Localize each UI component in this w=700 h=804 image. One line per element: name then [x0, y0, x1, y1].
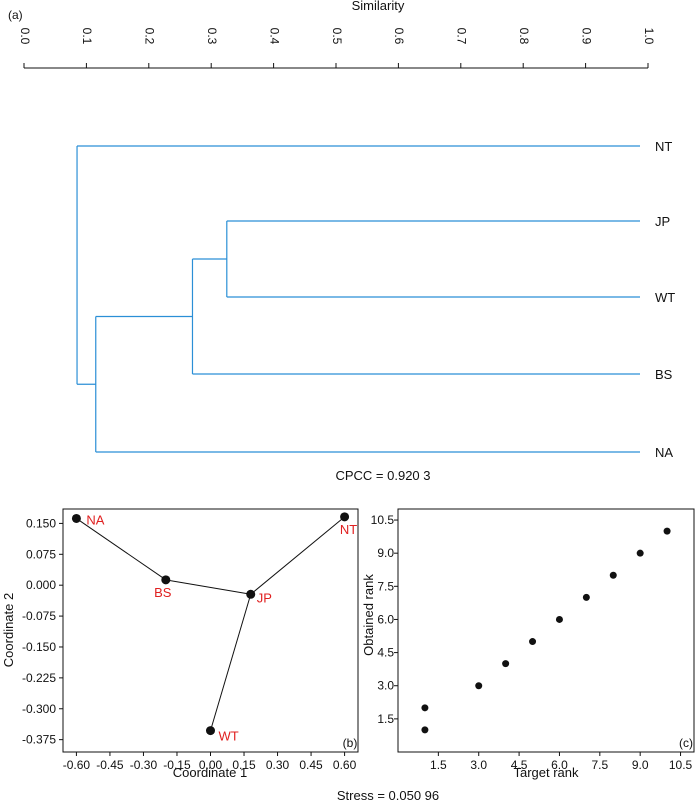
shepard-y-tick-label: 1.5: [377, 712, 394, 726]
similarity-title: Similarity: [352, 0, 405, 13]
similarity-tick-label: 0.7: [455, 28, 469, 45]
similarity-tick-label: 1.0: [642, 28, 656, 45]
mds-x-axis-label: Coordinate 1: [173, 765, 247, 780]
mds-y-tick-label: -0.075: [22, 609, 56, 623]
mds-point-label: NT: [340, 522, 357, 537]
similarity-tick-label: 0.9: [579, 28, 593, 45]
similarity-tick-label: 0.1: [80, 28, 94, 45]
similarity-tick-label: 0.3: [205, 28, 219, 45]
mds-y-axis-label: Coordinate 2: [1, 593, 16, 667]
shepard-x-tick-label: 10.5: [669, 758, 693, 772]
cpcc-note: CPCC = 0.920 3: [335, 468, 430, 483]
mds-point-label: NA: [86, 512, 104, 527]
shepard-point: [636, 549, 644, 557]
shepard-point: [555, 615, 563, 623]
mds-edges: [76, 516, 345, 731]
shepard-point: [502, 660, 510, 668]
shepard-x-tick-label: 9.0: [632, 758, 649, 772]
mds-edge: [210, 594, 252, 731]
shepard-point: [475, 682, 483, 690]
mds-point: [246, 589, 256, 599]
mds-point-label: JP: [257, 590, 272, 605]
dendrogram: NT JP WT BS NA: [76, 139, 675, 460]
mds-point-label: BS: [154, 585, 172, 600]
shepard-point: [421, 726, 429, 734]
similarity-tick-label: 0.0: [18, 28, 32, 45]
mds-point: [71, 513, 81, 523]
mds-point: [206, 726, 215, 736]
similarity-tick-label: 0.4: [267, 28, 281, 45]
panel-c-label: (c): [679, 736, 693, 750]
dendrogram-leaf-label: BS: [655, 367, 673, 382]
shepard-point: [582, 593, 590, 601]
shepard-x-tick-label: 3.0: [470, 758, 487, 772]
mds-points: NA BS JP NT WT: [71, 512, 357, 744]
shepard-x-axis-label: Target rank: [513, 765, 579, 780]
shepard-y-tick-label: 6.0: [377, 612, 394, 626]
dendrogram-leaf-label: NT: [655, 139, 672, 154]
shepard-point: [609, 571, 617, 579]
shepard-y-axis-label: Obtained rank: [361, 574, 376, 656]
mds-point: [340, 512, 350, 522]
dendrogram-leaf-label: WT: [655, 290, 675, 305]
mds-x-tick-label: 0.00: [199, 758, 223, 772]
mds-x-tick-label: 0.45: [299, 758, 323, 772]
mds-edge: [250, 516, 345, 595]
mds-x-tick-label: -0.45: [96, 758, 124, 772]
panel-a-label: (a): [8, 8, 23, 22]
shepard-x-tick-label: 6.0: [551, 758, 568, 772]
mds-y-tick-label: 0.075: [26, 547, 56, 561]
dendrogram-leaf-label: NA: [655, 445, 673, 460]
mds-x-tick-label: -0.30: [130, 758, 158, 772]
mds-y-tick-label: 0.150: [26, 516, 56, 530]
mds-edge: [165, 579, 251, 595]
similarity-axis: 0.0 0.1 0.2 0.3 0.4 0.5 0.6 0.7 0.8 0.9 1.0: [18, 28, 656, 69]
mds-edge: [76, 518, 167, 581]
panel-b-label: (b): [343, 736, 358, 750]
shepard-x-tick-label: 1.5: [430, 758, 447, 772]
mds-y-tick-label: 0.000: [26, 578, 56, 592]
shepard-y-tick-label: 7.5: [377, 579, 394, 593]
stress-note: Stress = 0.050 96: [337, 788, 439, 803]
shepard-y-tick-label: 10.5: [371, 513, 395, 527]
mds-y-tick-label: -0.375: [22, 733, 56, 747]
similarity-tick-label: 0.5: [330, 28, 344, 45]
shepard-point: [663, 527, 671, 535]
shepard-x-tick-label: 4.5: [511, 758, 528, 772]
mds-y-tick-label: -0.300: [22, 702, 56, 716]
similarity-tick-label: 0.6: [392, 28, 406, 45]
shepard-points: [421, 527, 671, 734]
mds-plot-frame: [62, 508, 359, 753]
shepard-plot-frame: [397, 508, 695, 753]
mds-ticks: -0.60 -0.45 -0.30 -0.15 0.00 0.15 0.30 0.45 0.60…: [22, 516, 357, 772]
dendrogram-leaf-label: JP: [655, 214, 670, 229]
mds-x-tick-label: 0.15: [232, 758, 256, 772]
shepard-point: [529, 638, 537, 646]
shepard-ticks: 1.5 3.0 4.5 6.0 7.5 9.0 10.5 10.5 9.0 7.5 6.0 4.5 3.…: [371, 513, 693, 772]
mds-y-tick-label: -0.150: [22, 640, 56, 654]
mds-point-label: WT: [219, 729, 239, 744]
shepard-y-tick-label: 4.5: [377, 646, 394, 660]
shepard-point: [421, 704, 429, 712]
mds-x-tick-label: 0.30: [266, 758, 290, 772]
shepard-x-tick-label: 7.5: [591, 758, 608, 772]
mds-x-tick-label: -0.60: [63, 758, 91, 772]
similarity-tick-label: 0.2: [143, 28, 157, 45]
similarity-tick-label: 0.8: [517, 28, 531, 45]
shepard-y-tick-label: 9.0: [377, 546, 394, 560]
mds-x-tick-label: 0.60: [333, 758, 357, 772]
mds-x-tick-label: -0.15: [163, 758, 191, 772]
mds-point: [161, 575, 171, 585]
mds-y-tick-label: -0.225: [22, 671, 56, 685]
shepard-y-tick-label: 3.0: [377, 679, 394, 693]
